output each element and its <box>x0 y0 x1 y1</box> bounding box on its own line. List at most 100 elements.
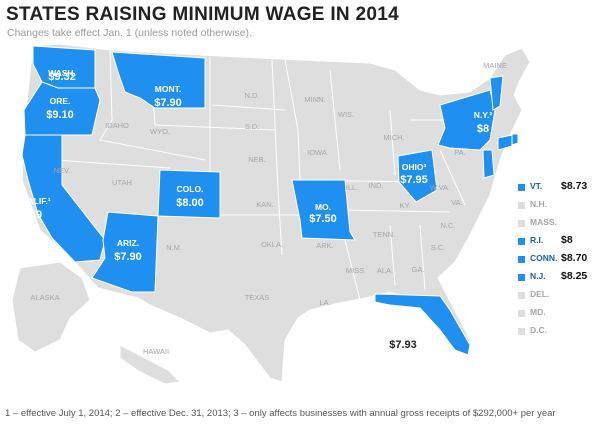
state-border <box>389 109 396 176</box>
state-mo <box>291 179 356 241</box>
label-tenn: TENN. <box>373 230 396 239</box>
legend-abbr: DEL. <box>530 289 550 299</box>
label-nev: NEV. <box>54 166 71 175</box>
label-nd: N.D. <box>245 91 260 100</box>
legend-swatch <box>518 328 525 335</box>
label-mo: MO. <box>315 202 331 212</box>
state-alaska <box>11 261 91 353</box>
label-ore: ORE. <box>50 96 71 106</box>
us-silhouette <box>21 43 531 383</box>
label-ill: ILL. <box>346 183 359 192</box>
legend-swatch <box>518 202 525 209</box>
state-hawaii <box>119 344 182 385</box>
label-ala: ALA. <box>377 266 393 275</box>
state-ore <box>23 81 101 136</box>
label-neb: NEB. <box>248 155 266 164</box>
label-ind: IND. <box>369 181 384 190</box>
state-colo <box>157 169 221 219</box>
label-mich: MICH. <box>383 133 404 142</box>
label-maine: MAINE <box>483 61 507 70</box>
label-ariz: ARIZ. <box>117 238 139 248</box>
label-hawaii: HAWAII <box>143 347 169 356</box>
legend-wage: $8.25 <box>561 270 588 282</box>
label-sc: S.C. <box>431 243 446 252</box>
wage-ohio: $7.95 <box>400 174 428 186</box>
legend-abbr: D.C. <box>530 325 547 335</box>
state-border <box>284 59 301 181</box>
legend-row-mass: MASS. <box>518 216 598 234</box>
state-border <box>99 49 113 141</box>
label-okla: OKLA. <box>261 240 283 249</box>
state-conn <box>497 134 513 151</box>
base-map <box>11 43 531 385</box>
label-kan: KAN. <box>256 200 274 209</box>
state-border <box>99 139 206 161</box>
footnote: 1 – effective July 1, 2014; 2 – effectiv… <box>5 408 556 419</box>
label-texas: TEXAS <box>245 293 270 302</box>
wage-mont: $7.90 <box>154 97 182 109</box>
label-colo: COLO. <box>177 184 204 194</box>
state-border <box>154 124 276 131</box>
legend-row-nh: N.H. <box>518 198 598 216</box>
legend-abbr: VT. <box>530 181 543 191</box>
legend-abbr: MASS. <box>530 217 557 227</box>
legend-row-dc: D.C. <box>518 324 598 342</box>
legend-abbr: N.H. <box>530 199 547 209</box>
label-mont: MONT. <box>155 84 181 94</box>
wage-ny: $8 <box>477 123 489 135</box>
label-nm: N.M. <box>166 243 182 252</box>
chart-subtitle: Changes take effect Jan. 1 (unless noted… <box>7 27 252 39</box>
legend-wage: $8 <box>561 234 573 246</box>
label-utah: UTAH <box>112 178 132 187</box>
state-mont <box>111 51 206 109</box>
state-border <box>389 224 396 286</box>
legend-swatch <box>518 274 525 281</box>
wage-colo: $8.00 <box>176 197 204 209</box>
legend-wage: $8.73 <box>561 180 588 192</box>
state-border <box>329 69 341 171</box>
label-wva: W.VA. <box>430 183 450 192</box>
legend-abbr: N.J. <box>530 271 546 281</box>
wage-ariz: $7.90 <box>114 251 142 263</box>
state-calif <box>21 134 106 263</box>
label-alaska: ALASKA <box>30 293 59 302</box>
label-pa: PA. <box>454 148 466 157</box>
state-labels: WASH.$9.32 ORE. $9.10 CALIF.¹ $9 MONT. $7.90 CO… <box>21 61 507 356</box>
wage-fla: $7.93 <box>389 339 417 351</box>
state-border <box>271 59 283 256</box>
label-ga: GA. <box>412 265 425 274</box>
wage-ore: $9.10 <box>46 109 74 121</box>
state-border <box>439 149 466 206</box>
legend-swatch <box>518 256 525 263</box>
state-border <box>339 209 451 213</box>
legend-row-del: DEL. <box>518 288 598 306</box>
label-la: LA. <box>319 298 330 307</box>
label-wyo: WYO. <box>150 127 170 136</box>
legend-row-conn: CONN. $8.70 <box>518 252 598 270</box>
label-ark: ARK. <box>316 241 334 250</box>
label-nc: N.C. <box>441 221 456 230</box>
state-ariz <box>91 211 159 293</box>
legend-swatch <box>518 310 525 317</box>
state-fla <box>374 293 471 356</box>
legend-swatch <box>518 292 525 299</box>
wage-calif: $9 <box>30 209 42 221</box>
state-border <box>54 159 171 169</box>
state-border <box>419 224 426 291</box>
label-ky: KY. <box>399 201 410 210</box>
legend-abbr: CONN. <box>530 253 558 263</box>
wage-mo: $7.50 <box>309 213 337 225</box>
legend-row-nj: N.J. $8.25 <box>518 270 598 288</box>
legend-wage: $8.70 <box>561 252 588 264</box>
state-ri <box>511 133 519 146</box>
label-calif: CALIF.¹ <box>21 196 50 206</box>
state-border <box>344 239 361 301</box>
legend-row-ri: R.I. $8 <box>518 234 598 252</box>
label-iowa: IOWA <box>307 148 327 157</box>
legend-swatch <box>518 220 525 227</box>
legend-abbr: R.I. <box>530 235 544 245</box>
state-shapes <box>21 45 519 356</box>
wage-wash: $9.32 <box>48 71 76 83</box>
legend-swatch <box>518 184 525 191</box>
